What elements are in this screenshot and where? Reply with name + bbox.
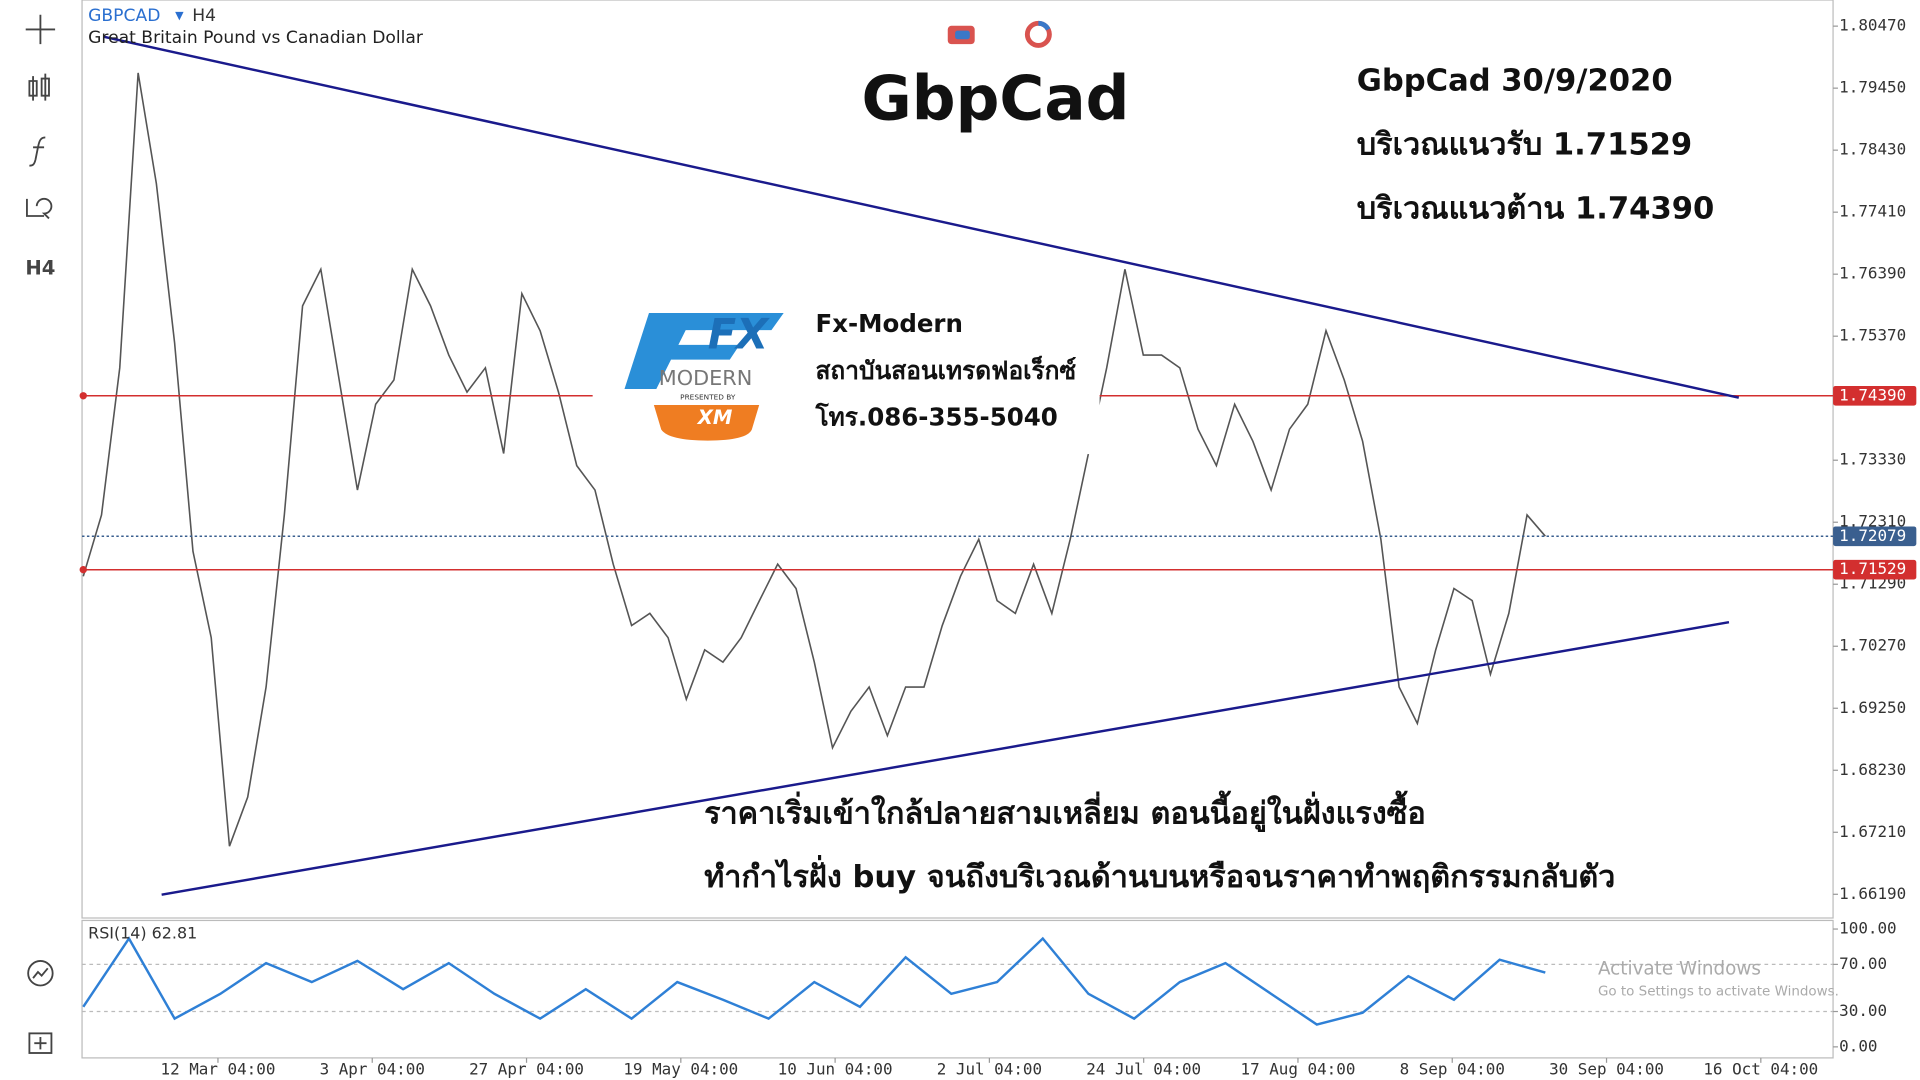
rsi-line: [82, 936, 1546, 1026]
symbol-dropdown[interactable]: ▼: [175, 9, 184, 22]
level-label-bg: [1833, 559, 1917, 580]
x-tick-label: 17 Aug 04:00: [1241, 1060, 1356, 1079]
y-tick-label: 1.79450: [1839, 78, 1906, 97]
level-label-bg: [1833, 385, 1917, 406]
xm-badge: [653, 405, 760, 441]
top-icon-2-arc: [1038, 20, 1051, 31]
logo-mark: FX: [708, 309, 770, 358]
watermark-support: บริเวณแนวรับ 1.71529: [1357, 128, 1692, 163]
upper-trendline: [103, 35, 1740, 399]
symbol[interactable]: GBPCAD: [88, 6, 160, 26]
logo-block: FX MODERN PRESENTED BY XM Fx-Modern สถาบ…: [592, 294, 1100, 455]
x-tick-label: 10 Jun 04:00: [778, 1060, 893, 1079]
y-tick-label: 1.66190: [1839, 884, 1906, 903]
y-tick-label: 1.67210: [1839, 822, 1906, 841]
y-tick-label: 30.00: [1839, 1001, 1887, 1020]
logo-word: MODERN: [659, 366, 753, 390]
indicator-icon[interactable]: [29, 136, 46, 167]
x-tick-label: 24 Jul 04:00: [1086, 1060, 1201, 1079]
y-tick-label: 1.77410: [1839, 202, 1906, 221]
compare-icon-line: [32, 967, 49, 979]
y-tick-label: 1.69250: [1839, 698, 1906, 717]
watermark-resistance: บริเวณแนวต้าน 1.74390: [1357, 191, 1715, 226]
x-tick-label: 30 Sep 04:00: [1549, 1060, 1664, 1079]
watermark-date: GbpCad 30/9/2020: [1357, 64, 1673, 99]
y-tick-label: 1.75370: [1839, 326, 1906, 345]
add-icon[interactable]: [28, 1032, 53, 1054]
interval-button[interactable]: H4: [25, 256, 55, 279]
y-tick-label: 70.00: [1839, 954, 1887, 973]
price-pane-frame: [81, 0, 1834, 919]
level-label-bg: [1833, 526, 1917, 547]
commentary-line: ทำกำไรฝั่ง buy จนถึงบริเวณด้านบนหรือจนรา…: [704, 855, 1615, 895]
activation-subtitle: Go to Settings to activate Windows.: [1598, 984, 1839, 1000]
add-icon-plus: [34, 1037, 47, 1050]
watermark-title: GbpCad: [862, 64, 1130, 135]
rsi-pane-frame: [81, 919, 1834, 1059]
y-tick-label: 1.73330: [1839, 450, 1906, 469]
logo-institute: สถาบันสอนเทรดฟอเร็กซ์: [816, 355, 1077, 385]
x-tick-label: 8 Sep 04:00: [1400, 1060, 1505, 1079]
pane-frames: [81, 0, 1834, 1059]
y-tick-label: 1.68230: [1839, 760, 1906, 779]
level-label: 1.74390: [1839, 385, 1906, 404]
level-label: 1.72079: [1839, 526, 1906, 545]
x-tick-label: 27 Apr 04:00: [469, 1060, 584, 1079]
y-tick-label: 1.78430: [1839, 140, 1906, 159]
candles-icon[interactable]: [28, 73, 50, 101]
price-line: [82, 72, 1546, 847]
level-handle: [79, 566, 87, 574]
level-handle: [79, 392, 87, 400]
x-tick-label: 19 May 04:00: [623, 1060, 738, 1079]
x-tick-label: 16 Oct 04:00: [1703, 1060, 1818, 1079]
left-toolbar: [25, 14, 56, 1054]
logo-broker: XM: [697, 406, 733, 429]
y-tick-label: 1.70270: [1839, 636, 1906, 655]
x-tick-label: 2 Jul 04:00: [937, 1060, 1042, 1079]
level-label: 1.71529: [1839, 559, 1906, 578]
activation-title: Activate Windows: [1598, 959, 1761, 980]
drawing-icon[interactable]: [26, 197, 53, 220]
logo-name: Fx-Modern: [816, 309, 963, 338]
crosshair-icon[interactable]: [25, 14, 56, 45]
fx-shape: [624, 312, 784, 390]
lower-trendline: [161, 621, 1730, 896]
logo-presented: PRESENTED BY: [680, 393, 736, 402]
interval: H4: [192, 6, 216, 26]
commentary-line: ราคาเริ่มเข้าใกล้ปลายสามเหลี่ยม ตอนนี้อย…: [704, 790, 1426, 832]
y-tick-label: 100.00: [1839, 919, 1896, 938]
rsi-label: RSI(14) 62.81: [88, 923, 197, 942]
logo-phone: โทร.086-355-5040: [815, 402, 1058, 431]
top-icon-1-inner: [955, 30, 970, 40]
y-tick-label: 1.80470: [1839, 16, 1906, 35]
compare-icon[interactable]: [27, 960, 54, 987]
x-tick-label: 12 Mar 04:00: [161, 1060, 276, 1079]
y-tick-label: 1.76390: [1839, 264, 1906, 283]
y-tick-label: 0.00: [1839, 1036, 1877, 1055]
y-tick-label: 1.72310: [1839, 512, 1906, 531]
x-tick-label: 3 Apr 04:00: [320, 1060, 425, 1079]
symbol-description: Great Britain Pound vs Canadian Dollar: [88, 28, 424, 48]
